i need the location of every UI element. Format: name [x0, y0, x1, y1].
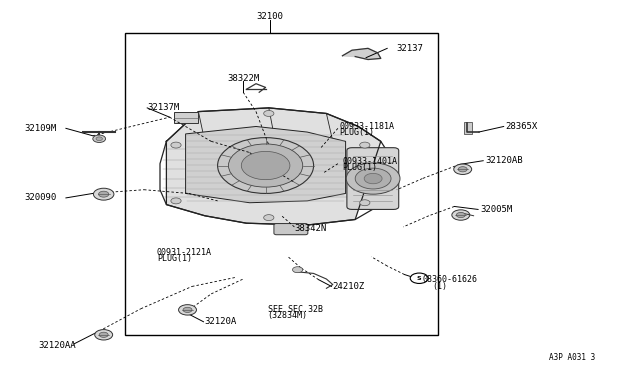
Text: (32834M): (32834M) — [268, 311, 307, 320]
Circle shape — [454, 164, 472, 174]
Circle shape — [99, 191, 109, 197]
Text: 32120A: 32120A — [205, 317, 237, 326]
Text: 32005M: 32005M — [480, 205, 512, 214]
Circle shape — [360, 200, 370, 206]
Text: A3P A031 3: A3P A031 3 — [549, 353, 595, 362]
Circle shape — [241, 151, 290, 180]
Text: 32137M: 32137M — [147, 103, 179, 112]
FancyBboxPatch shape — [347, 148, 399, 209]
Text: 24210Z: 24210Z — [333, 282, 365, 291]
Circle shape — [95, 330, 113, 340]
Text: 32120AB: 32120AB — [485, 156, 523, 165]
Text: 320090: 320090 — [24, 193, 56, 202]
Text: SEE SEC.32B: SEE SEC.32B — [268, 305, 323, 314]
Text: 38342N: 38342N — [294, 224, 326, 233]
Text: (1): (1) — [433, 282, 447, 291]
Text: 32137: 32137 — [397, 44, 424, 53]
Circle shape — [364, 173, 382, 184]
Polygon shape — [342, 48, 381, 60]
Circle shape — [292, 267, 303, 273]
Circle shape — [171, 142, 181, 148]
Bar — [174, 112, 198, 123]
Text: 32120AA: 32120AA — [38, 341, 76, 350]
Text: 00931-2121A: 00931-2121A — [157, 248, 212, 257]
Bar — [464, 122, 472, 134]
Text: 00933-1181A: 00933-1181A — [339, 122, 394, 131]
Text: 32100: 32100 — [257, 12, 284, 21]
Text: 08360-61626: 08360-61626 — [422, 275, 477, 284]
Circle shape — [410, 273, 428, 283]
Circle shape — [171, 198, 181, 204]
Circle shape — [96, 137, 102, 141]
Text: PLUG(1): PLUG(1) — [339, 128, 374, 137]
Circle shape — [93, 188, 114, 200]
Circle shape — [346, 163, 400, 194]
Circle shape — [179, 305, 196, 315]
Text: PLUG(1): PLUG(1) — [342, 163, 378, 172]
Circle shape — [355, 168, 391, 189]
Circle shape — [452, 210, 470, 220]
Text: S: S — [417, 276, 422, 281]
Circle shape — [93, 135, 106, 142]
Circle shape — [218, 138, 314, 193]
Circle shape — [99, 332, 108, 337]
Text: PLUG(1): PLUG(1) — [157, 254, 192, 263]
Text: 38322M: 38322M — [227, 74, 259, 83]
Circle shape — [264, 215, 274, 221]
Text: 00933-1401A: 00933-1401A — [342, 157, 397, 166]
Polygon shape — [166, 108, 381, 225]
Text: 32109M: 32109M — [24, 124, 56, 133]
Circle shape — [360, 142, 370, 148]
Polygon shape — [186, 126, 346, 203]
Circle shape — [228, 144, 303, 187]
Bar — [125, 33, 438, 335]
Circle shape — [458, 167, 467, 172]
FancyBboxPatch shape — [274, 224, 308, 235]
Circle shape — [183, 307, 192, 312]
Text: 28365X: 28365X — [506, 122, 538, 131]
Circle shape — [264, 110, 274, 116]
Circle shape — [456, 212, 465, 218]
